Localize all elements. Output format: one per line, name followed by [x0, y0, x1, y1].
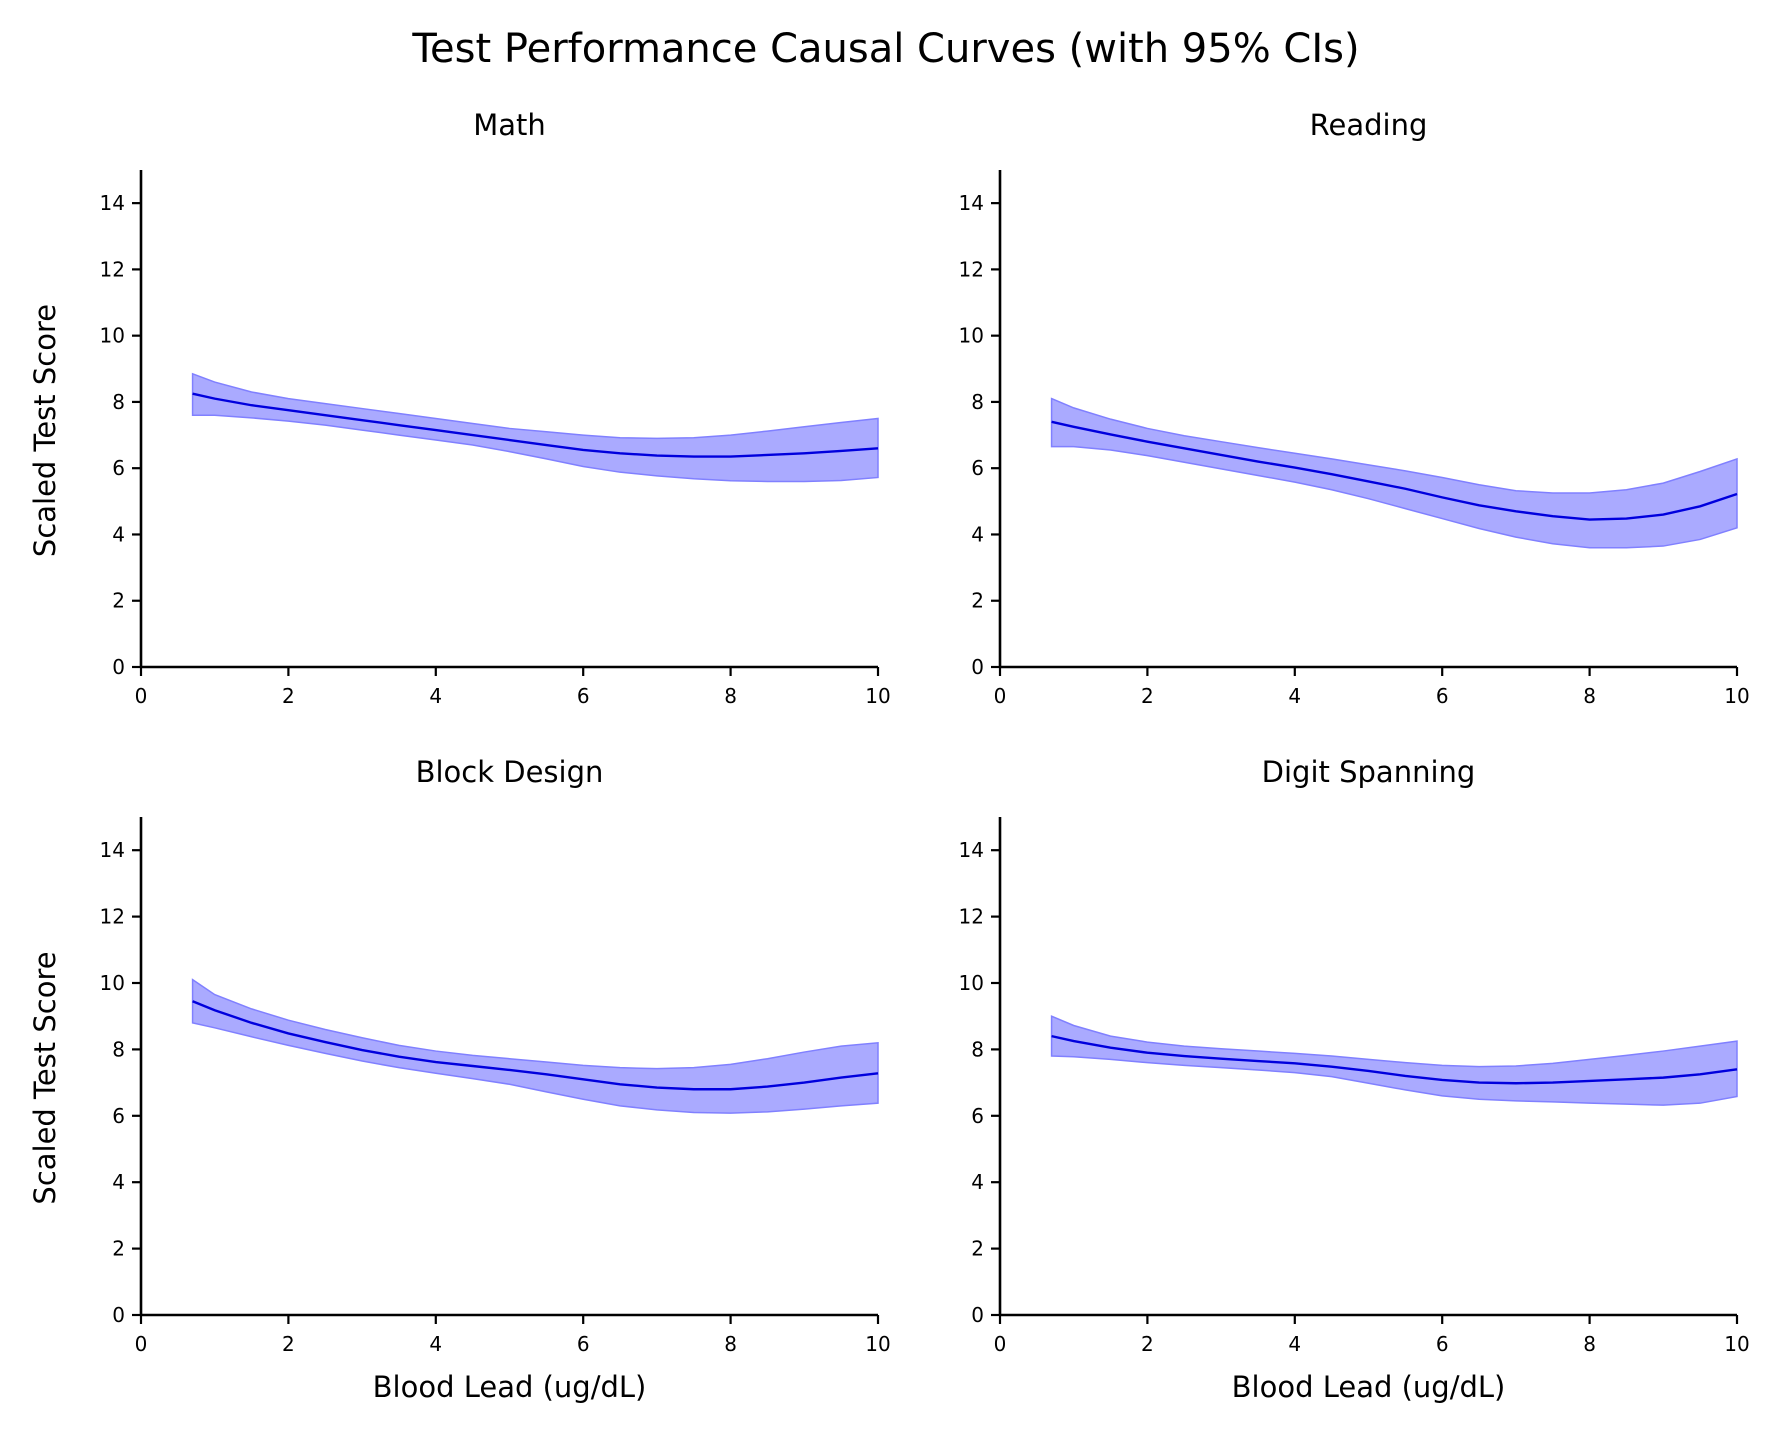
x-tick-label: 2: [1141, 1332, 1154, 1356]
y-tick-label: 10: [100, 971, 125, 995]
y-axis-label: Scaled Test Score: [28, 304, 62, 557]
x-tick-label: 8: [1583, 684, 1596, 708]
panel-1: 0 2 4 6 8 10 0 2 4 6 8 10 12 14 Math Scaled Test Score: [28, 108, 891, 708]
panel-title: Digit Spanning: [1262, 755, 1476, 789]
y-tick-label: 12: [100, 905, 125, 929]
y-tick-label: 6: [112, 1104, 125, 1128]
series-line: [1051, 1034, 1738, 1085]
x-tick-label: 4: [429, 1332, 442, 1356]
y-tick-label: 0: [112, 655, 125, 679]
y-tick-label: 2: [971, 1237, 984, 1261]
x-tick-label: 8: [724, 1332, 737, 1356]
y-tick-label: 6: [112, 456, 125, 480]
y-tick-label: 8: [971, 390, 984, 414]
y-tick-label: 8: [112, 1037, 125, 1061]
y-tick-label: 12: [959, 905, 984, 929]
x-tick-label: 0: [135, 1332, 148, 1356]
y-tick-label: 6: [971, 456, 984, 480]
x-axis-label: Blood Lead (ug/dL): [373, 1370, 647, 1404]
y-tick-label: 12: [959, 257, 984, 281]
y-tick-label: 4: [112, 522, 125, 546]
x-tick-label: 6: [1436, 1332, 1449, 1356]
x-tick-label: 4: [1288, 1332, 1301, 1356]
y-tick-label: 0: [971, 1303, 984, 1327]
series-line: [1051, 420, 1738, 521]
panel-title: Reading: [1310, 108, 1428, 142]
y-axis-label: Scaled Test Score: [28, 951, 62, 1204]
y-tick-label: 4: [971, 522, 984, 546]
x-tick-label: 10: [1724, 684, 1749, 708]
y-tick-label: 14: [100, 191, 125, 215]
x-tick-label: 0: [135, 684, 148, 708]
y-tick-label: 2: [971, 589, 984, 613]
x-tick-label: 10: [1724, 1332, 1749, 1356]
x-tick-label: 6: [577, 1332, 590, 1356]
y-tick-label: 10: [100, 324, 125, 348]
ci-band: [191, 978, 879, 1114]
x-tick-label: 10: [865, 1332, 890, 1356]
y-tick-label: 12: [100, 257, 125, 281]
y-tick-label: 10: [959, 324, 984, 348]
panel-title: Block Design: [416, 755, 604, 789]
panel-title: Math: [473, 108, 546, 142]
ci-band: [1050, 1015, 1738, 1106]
y-tick-label: 2: [112, 1237, 125, 1261]
x-tick-label: 0: [994, 684, 1007, 708]
figure-title: Test Performance Causal Curves (with 95%…: [411, 26, 1359, 72]
ci-band: [191, 372, 879, 483]
series-line: [192, 392, 879, 458]
y-tick-label: 8: [112, 390, 125, 414]
x-tick-label: 0: [994, 1332, 1007, 1356]
y-tick-label: 2: [112, 589, 125, 613]
y-tick-label: 4: [112, 1170, 125, 1194]
panel-3: 0 2 4 6 8 10 0 2 4 6 8 10 12 14 Block Design Blood Lead…: [28, 755, 891, 1404]
y-tick-label: 10: [959, 971, 984, 995]
x-tick-label: 8: [724, 684, 737, 708]
x-tick-label: 8: [1583, 1332, 1596, 1356]
x-axis-label: Blood Lead (ug/dL): [1232, 1370, 1506, 1404]
y-tick-label: 14: [959, 191, 984, 215]
y-tick-label: 0: [112, 1303, 125, 1327]
x-tick-label: 2: [282, 1332, 295, 1356]
x-tick-label: 4: [1288, 684, 1301, 708]
panel-2: 0 2 4 6 8 10 0 2 4 6 8 10 12 14 Reading: [959, 108, 1750, 708]
y-tick-label: 6: [971, 1104, 984, 1128]
y-tick-label: 0: [971, 655, 984, 679]
x-tick-label: 2: [282, 684, 295, 708]
x-tick-label: 4: [429, 684, 442, 708]
y-tick-label: 4: [971, 1170, 984, 1194]
x-tick-label: 2: [1141, 684, 1154, 708]
y-tick-label: 14: [100, 838, 125, 862]
ci-band: [1050, 397, 1738, 549]
y-tick-label: 14: [959, 838, 984, 862]
panel-4: 0 2 4 6 8 10 0 2 4 6 8 10 12 14 Digit Spanning Blood Le…: [959, 755, 1750, 1404]
series-line: [192, 1000, 879, 1091]
y-tick-label: 8: [971, 1037, 984, 1061]
x-tick-label: 6: [577, 684, 590, 708]
x-tick-label: 10: [865, 684, 890, 708]
x-tick-label: 6: [1436, 684, 1449, 708]
